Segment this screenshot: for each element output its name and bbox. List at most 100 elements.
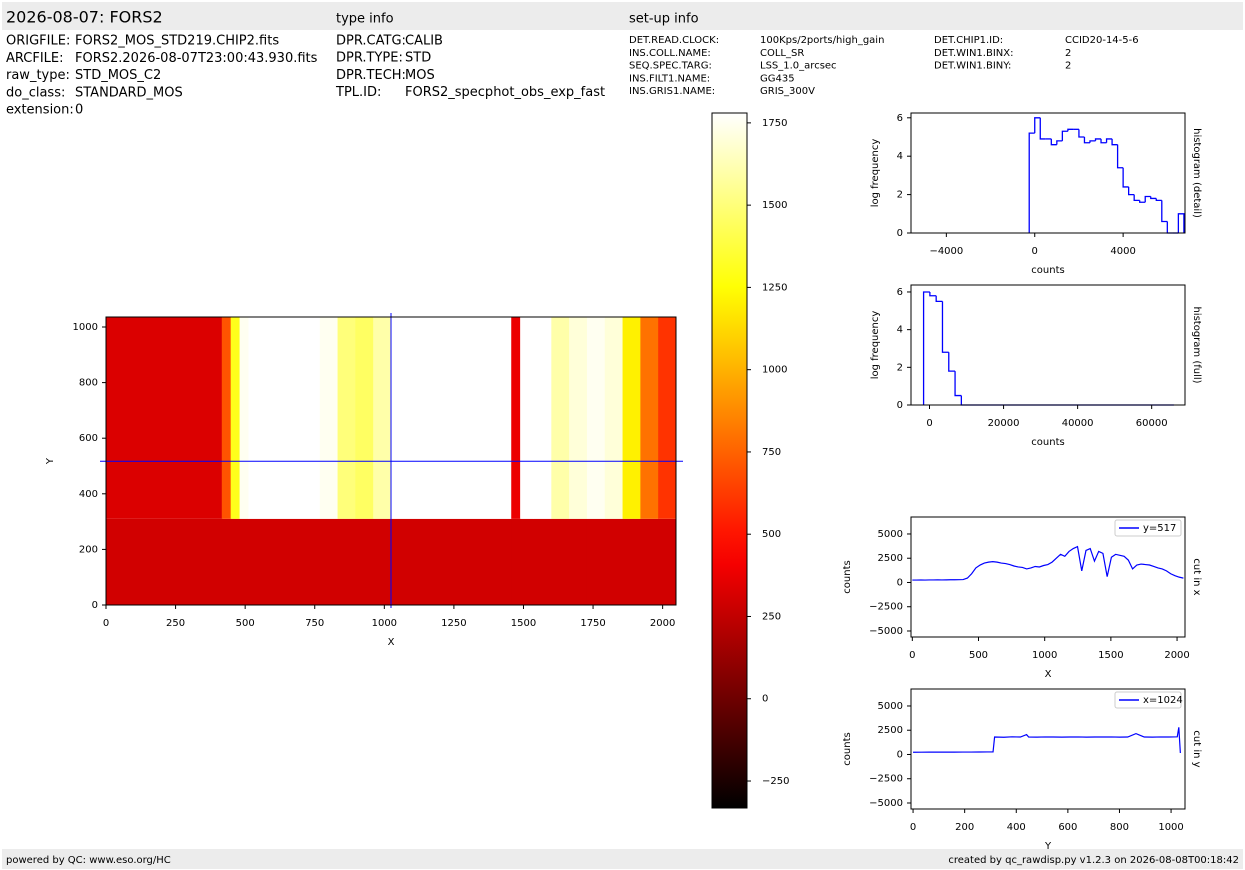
y-tick-label: 4 xyxy=(897,325,903,336)
header-bar xyxy=(2,2,1243,30)
y-tick-label: 1000 xyxy=(73,322,98,333)
image-cell xyxy=(551,317,570,519)
info-value: STD xyxy=(405,51,431,66)
y-tick-label: −5000 xyxy=(869,626,903,637)
y-tick-label: 6 xyxy=(897,287,903,298)
histogram-step xyxy=(1122,167,1129,188)
y-tick-label: 0 xyxy=(897,400,903,411)
x-tick-label: 1250 xyxy=(441,618,466,629)
x-tick-label: 400 xyxy=(1007,822,1026,833)
x-axis-label: counts xyxy=(1031,265,1064,276)
image-cell xyxy=(640,518,659,605)
x-tick-label: 1000 xyxy=(372,618,397,629)
page-title: 2026-08-07: FORS2 xyxy=(6,8,163,27)
image-cell xyxy=(337,317,356,519)
image-cell xyxy=(658,317,677,519)
image-cell xyxy=(230,518,241,605)
histogram-step xyxy=(1039,117,1046,140)
plot-frame xyxy=(910,284,1186,406)
x-axis-label: X xyxy=(388,637,395,648)
legend-box xyxy=(1114,691,1182,709)
info-key: raw_type: xyxy=(6,68,70,83)
info-key: SEQ.SPEC.TARG: xyxy=(629,61,712,72)
image-cell xyxy=(106,317,223,519)
y-tick-label: 2 xyxy=(897,362,903,373)
side-label: histogram (full) xyxy=(1191,306,1202,383)
image-cell xyxy=(319,317,339,519)
x-tick-label: 1000 xyxy=(1158,822,1183,833)
y-tick-label: −5000 xyxy=(869,798,903,809)
x-tick-label: 500 xyxy=(236,618,255,629)
image-cell xyxy=(106,518,223,605)
x-tick-label: −4000 xyxy=(929,246,963,257)
y-tick-label: 0 xyxy=(897,228,903,239)
y-tick-label: 5000 xyxy=(878,529,903,540)
y-tick-label: −2500 xyxy=(869,602,903,613)
y-tick-label: 6 xyxy=(897,113,903,124)
x-tick-label: 20000 xyxy=(988,418,1020,429)
image-cell xyxy=(248,518,321,605)
section-title: type info xyxy=(336,12,394,27)
y-axis-label: counts xyxy=(842,560,853,593)
histogram-step xyxy=(929,291,937,297)
image-cell xyxy=(640,317,659,519)
histogram-step xyxy=(960,395,1174,406)
image-cell xyxy=(622,317,641,519)
footer-bar xyxy=(2,849,1243,869)
image-cell xyxy=(355,518,374,605)
image-cell xyxy=(355,317,374,519)
histogram-step xyxy=(1155,198,1162,202)
y-axis-label: Y xyxy=(45,457,56,465)
info-value: CCID20-14-5-6 xyxy=(1065,35,1139,46)
x-tick-label: 250 xyxy=(166,618,185,629)
y-tick-label: 0 xyxy=(92,600,98,611)
histogram-step xyxy=(1056,140,1063,145)
image-cell xyxy=(658,518,677,605)
histogram-step xyxy=(1028,132,1035,233)
info-key: ORIGFILE: xyxy=(6,34,70,49)
histogram-step xyxy=(1133,194,1140,202)
image-cell xyxy=(506,317,512,519)
x-tick-label: 2000 xyxy=(1164,650,1189,661)
colorbar-tick-label: 1250 xyxy=(762,282,787,293)
info-value: 2 xyxy=(1065,61,1071,72)
x-tick-label: 800 xyxy=(1110,822,1129,833)
image-cell xyxy=(533,317,552,519)
info-value: CALIB xyxy=(405,34,443,49)
image-cell xyxy=(511,518,521,605)
y-tick-label: 0 xyxy=(897,749,903,760)
info-value: FORS2_MOS_STD219.CHIP2.fits xyxy=(75,34,279,49)
colorbar-tick-label: 750 xyxy=(762,447,781,458)
y-tick-label: 2500 xyxy=(878,725,903,736)
legend-label: x=1024 xyxy=(1143,695,1183,706)
histogram-step xyxy=(1050,138,1057,146)
info-value: 2 xyxy=(1065,48,1071,59)
x-tick-label: 1500 xyxy=(1098,650,1123,661)
histogram-step xyxy=(1150,196,1157,200)
info-key: DET.WIN1.BINY: xyxy=(934,61,1011,72)
y-axis-label: log frequency xyxy=(870,311,881,380)
histogram-step xyxy=(1177,213,1185,233)
y-tick-label: 4 xyxy=(897,151,903,162)
info-value: STD_MOS_C2 xyxy=(75,68,161,83)
image-cell xyxy=(604,317,624,519)
colorbar-tick-label: 1500 xyxy=(762,200,787,211)
legend-box xyxy=(1114,519,1182,537)
y-tick-label: −2500 xyxy=(869,774,903,785)
x-tick-label: 0 xyxy=(926,418,932,429)
image-cell xyxy=(569,518,588,605)
image-cell xyxy=(319,518,339,605)
side-label: histogram (detail) xyxy=(1191,128,1202,218)
histogram-step xyxy=(1139,200,1146,203)
image-cell xyxy=(239,317,249,519)
line-series xyxy=(912,545,1184,581)
image-cell xyxy=(586,518,606,605)
info-value: 100Kps/2ports/high_gain xyxy=(760,35,884,46)
image-cell xyxy=(337,518,356,605)
image-cell xyxy=(248,317,321,519)
plot-frame xyxy=(105,316,677,606)
image-cell xyxy=(533,518,552,605)
image-cell xyxy=(221,317,232,519)
